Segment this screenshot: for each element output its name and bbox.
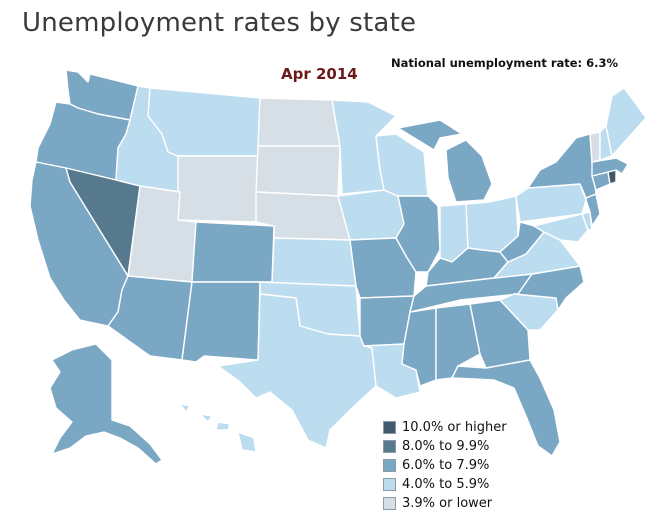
state-nd[interactable]: [257, 97, 341, 147]
state-nm[interactable]: [181, 281, 261, 363]
state-vt[interactable]: [589, 131, 601, 163]
state-ia[interactable]: [337, 189, 405, 241]
map-title: Unemployment rates by state: [22, 8, 417, 38]
state-fl[interactable]: [451, 359, 561, 457]
state-hi[interactable]: [179, 403, 257, 453]
legend-swatch: [383, 421, 396, 434]
state-ks[interactable]: [271, 237, 357, 287]
legend-label: 8.0% to 9.9%: [402, 439, 490, 454]
state-tx[interactable]: [217, 293, 377, 449]
state-ma[interactable]: [591, 157, 629, 177]
state-co[interactable]: [191, 221, 275, 283]
period-label: Apr 2014: [281, 65, 358, 83]
legend-item: 3.9% or lower: [383, 494, 507, 513]
legend-swatch: [383, 497, 396, 510]
legend: 10.0% or higher 8.0% to 9.9% 6.0% to 7.9% 4…: [383, 418, 507, 513]
legend-label: 10.0% or higher: [402, 420, 507, 435]
legend-label: 6.0% to 7.9%: [402, 458, 490, 473]
state-il[interactable]: [395, 195, 441, 273]
state-wy[interactable]: [177, 155, 259, 223]
state-sd[interactable]: [255, 145, 341, 197]
state-de[interactable]: [581, 211, 593, 231]
legend-item: 8.0% to 9.9%: [383, 437, 507, 456]
legend-item: 10.0% or higher: [383, 418, 507, 437]
state-mi[interactable]: [397, 119, 493, 203]
legend-label: 4.0% to 5.9%: [402, 477, 490, 492]
national-rate-label: National unemployment rate: 6.3%: [391, 56, 619, 70]
legend-swatch: [383, 478, 396, 491]
state-wi[interactable]: [375, 133, 429, 197]
state-ak[interactable]: [49, 343, 163, 465]
legend-swatch: [383, 459, 396, 472]
legend-label: 3.9% or lower: [402, 496, 493, 511]
legend-swatch: [383, 440, 396, 453]
legend-item: 4.0% to 5.9%: [383, 475, 507, 494]
legend-item: 6.0% to 7.9%: [383, 456, 507, 475]
state-me[interactable]: [605, 87, 647, 157]
